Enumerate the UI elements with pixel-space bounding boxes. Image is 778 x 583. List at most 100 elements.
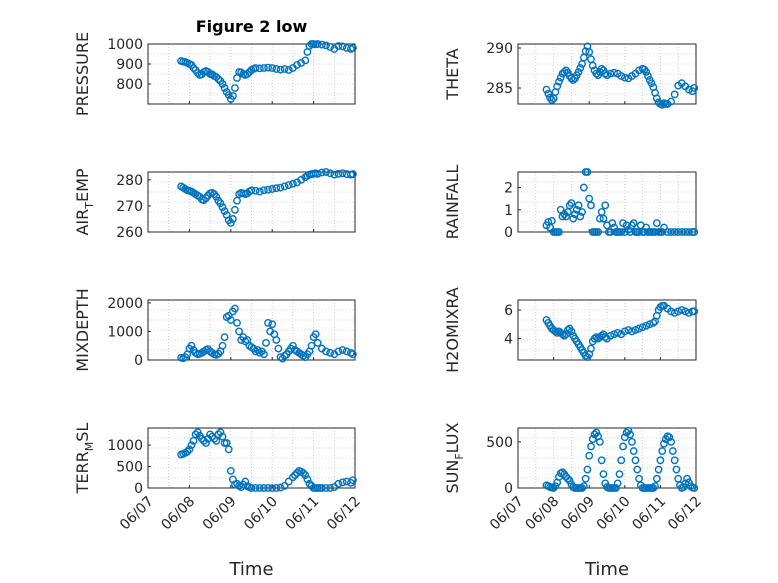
- data-point: [679, 483, 688, 491]
- data-point: [276, 483, 285, 492]
- data-point: [187, 341, 196, 350]
- data-point: [579, 482, 588, 491]
- data-point: [635, 66, 643, 75]
- data-point: [565, 476, 574, 485]
- data-point: [260, 350, 268, 359]
- y-tick-label: 2: [504, 181, 513, 197]
- y-axis-label: H2OMIXRA: [443, 287, 462, 373]
- data-point: [218, 341, 227, 350]
- data-point: [349, 476, 357, 485]
- y-axis-label: TERRMSL: [73, 423, 96, 495]
- data-point: [224, 311, 233, 320]
- data-point: [284, 477, 293, 486]
- data-point: [260, 484, 268, 492]
- data-point: [670, 308, 679, 317]
- data-point: [599, 214, 608, 223]
- y-tick-label: 0: [504, 225, 513, 241]
- data-point: [652, 474, 661, 483]
- data-point: [338, 346, 347, 354]
- data-point: [642, 68, 651, 76]
- data-point: [585, 451, 594, 460]
- data-point: [322, 484, 330, 492]
- data-point: [274, 344, 283, 353]
- data-point: [681, 228, 690, 236]
- data-point: [549, 484, 558, 492]
- data-point: [544, 89, 553, 98]
- data-point: [322, 347, 330, 356]
- data-point: [264, 185, 272, 194]
- axes-box: [147, 427, 356, 489]
- data-point: [272, 65, 281, 73]
- data-point: [569, 76, 578, 84]
- y-tick-label: 0: [134, 353, 143, 369]
- y-tick-label: 500: [486, 435, 513, 451]
- data-point: [606, 331, 615, 340]
- subplot-pressure: 800 900 1000 PRESSURE Figure 2 low: [73, 17, 357, 116]
- data-point: [558, 330, 567, 339]
- y-tick-label: 1000: [107, 324, 143, 340]
- y-axis-label: RAINFALL: [443, 165, 462, 240]
- data-point: [690, 84, 699, 92]
- y-tick-label: 0: [504, 481, 513, 497]
- data-point: [578, 484, 586, 492]
- data-point: [620, 327, 629, 336]
- data-point: [206, 430, 215, 439]
- y-tick-label: 270: [116, 199, 143, 215]
- data-point: [683, 474, 691, 483]
- data-point: [268, 320, 277, 329]
- data-point: [228, 92, 237, 100]
- data-point: [578, 208, 586, 216]
- data-point: [595, 437, 604, 446]
- data-point: [210, 434, 219, 443]
- data-point: [303, 475, 312, 484]
- data-point: [649, 484, 658, 492]
- data-point: [342, 347, 351, 356]
- data-point: [255, 484, 264, 492]
- data-point: [212, 192, 221, 201]
- data-point: [255, 64, 264, 73]
- data-point: [326, 484, 335, 492]
- data-point: [218, 80, 227, 88]
- y-tick-label: 900: [116, 57, 143, 73]
- data-point: [652, 94, 661, 103]
- data-point: [649, 318, 658, 327]
- data-point: [251, 484, 260, 492]
- data-point: [656, 303, 665, 312]
- data-point: [542, 85, 551, 94]
- axes-box: [147, 171, 356, 233]
- data-point: [606, 69, 615, 78]
- data-point: [592, 69, 601, 78]
- data-point: [624, 426, 633, 435]
- data-point: [690, 484, 699, 492]
- data-point: [617, 456, 626, 465]
- data-point: [631, 456, 640, 465]
- axes-box: [147, 43, 356, 105]
- data-point: [651, 482, 659, 491]
- data-point: [672, 465, 681, 474]
- y-axis-label: AIRTEMP: [73, 168, 96, 235]
- data-point: [293, 61, 301, 69]
- data-point: [587, 344, 595, 353]
- data-point: [322, 168, 330, 176]
- data-point: [567, 199, 576, 208]
- data-point: [562, 212, 570, 221]
- data-point: [635, 324, 643, 333]
- data-point: [612, 484, 620, 492]
- data-point: [620, 73, 629, 82]
- data-point: [349, 44, 357, 52]
- y-tick-label: 260: [116, 225, 143, 241]
- data-point: [313, 338, 322, 347]
- data-point: [231, 205, 239, 214]
- data-point: [617, 72, 626, 80]
- data-point: [349, 350, 357, 359]
- y-tick-label: 285: [486, 81, 513, 97]
- data-point: [553, 82, 562, 91]
- data-point: [305, 479, 314, 488]
- data-point: [233, 196, 241, 205]
- data-point: [264, 63, 272, 72]
- data-point: [581, 47, 590, 56]
- data-point: [264, 484, 272, 492]
- data-point: [262, 338, 270, 347]
- data-point: [588, 61, 597, 70]
- data-point: [214, 430, 223, 439]
